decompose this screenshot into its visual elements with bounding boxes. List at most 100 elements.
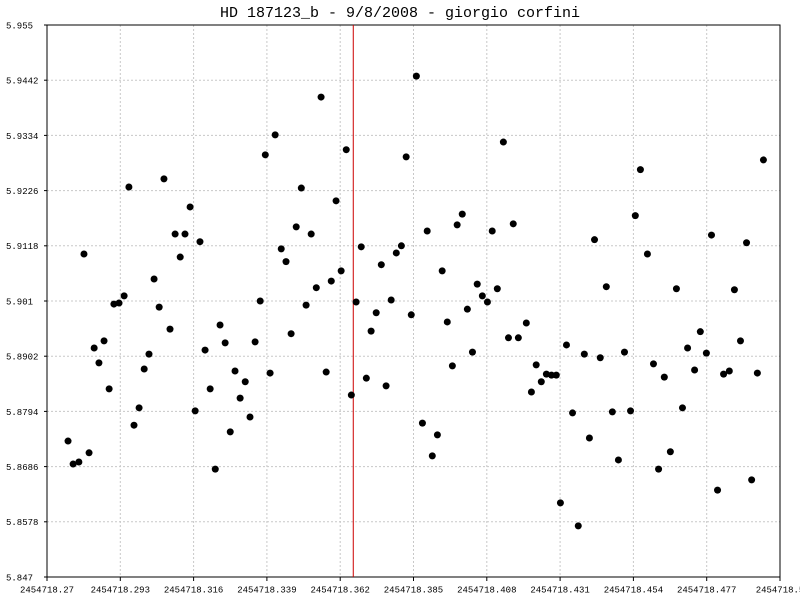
point <box>382 382 390 390</box>
point <box>649 360 657 368</box>
point <box>438 267 446 275</box>
point <box>591 236 599 244</box>
point <box>297 184 305 192</box>
point <box>130 421 138 429</box>
point <box>302 301 310 309</box>
point <box>443 318 451 326</box>
point <box>85 449 93 457</box>
point <box>64 437 72 445</box>
point <box>211 465 219 473</box>
point <box>145 350 153 358</box>
point <box>407 311 415 319</box>
point <box>423 227 431 235</box>
point <box>433 431 441 439</box>
point <box>463 305 471 313</box>
point <box>402 153 410 161</box>
point <box>537 378 545 386</box>
point <box>627 407 635 415</box>
point <box>620 348 628 356</box>
point <box>448 362 456 370</box>
point <box>196 238 204 246</box>
point <box>631 212 639 220</box>
point <box>696 328 704 336</box>
point <box>585 434 593 442</box>
point <box>736 337 744 345</box>
point <box>672 285 680 293</box>
y-tick-label: 5.8902 <box>6 353 38 363</box>
point <box>574 522 582 530</box>
point <box>246 413 254 421</box>
point <box>191 407 199 415</box>
point <box>206 385 214 393</box>
point <box>412 72 420 80</box>
point <box>691 366 699 374</box>
point <box>655 465 663 473</box>
point <box>171 230 179 238</box>
x-tick-label: 2454718.316 <box>164 585 223 595</box>
point <box>660 373 668 381</box>
point <box>643 250 651 258</box>
point <box>596 354 604 362</box>
point <box>702 349 710 357</box>
y-tick-label: 5.9226 <box>6 187 38 197</box>
point <box>251 338 259 346</box>
point <box>221 339 229 347</box>
point <box>160 175 168 183</box>
y-tick-label: 5.847 <box>6 573 33 583</box>
x-tick-label: 2454718.339 <box>237 585 296 595</box>
point <box>261 151 269 159</box>
point <box>562 341 570 349</box>
point <box>292 223 300 231</box>
point <box>105 385 113 393</box>
point <box>75 458 83 466</box>
point <box>312 284 320 292</box>
point <box>499 138 507 146</box>
point <box>522 319 530 327</box>
point <box>748 476 756 484</box>
point <box>347 391 355 399</box>
point <box>327 277 335 285</box>
y-tick-label: 5.9118 <box>6 242 38 252</box>
point <box>392 249 400 257</box>
point <box>488 227 496 235</box>
point <box>556 499 564 507</box>
point <box>666 448 674 456</box>
point <box>602 283 610 291</box>
point <box>473 280 481 288</box>
point <box>468 348 476 356</box>
point <box>759 156 767 164</box>
point <box>277 245 285 253</box>
point <box>332 197 340 205</box>
point <box>552 371 560 379</box>
point <box>317 93 325 101</box>
point <box>231 367 239 375</box>
point <box>614 456 622 464</box>
point <box>372 309 380 317</box>
point <box>176 253 184 261</box>
y-tick-label: 5.9442 <box>6 77 38 87</box>
x-tick-label: 2454718.293 <box>91 585 150 595</box>
point <box>357 243 365 251</box>
point <box>271 131 279 139</box>
point <box>743 239 751 247</box>
point <box>155 303 163 311</box>
y-tick-label: 5.901 <box>6 297 33 307</box>
point <box>509 220 517 228</box>
point <box>569 409 577 417</box>
point <box>397 242 405 250</box>
x-tick-label: 2454718.27 <box>20 585 74 595</box>
point <box>428 452 436 460</box>
point <box>135 404 143 412</box>
point <box>322 368 330 376</box>
point <box>684 344 692 352</box>
point <box>478 292 486 300</box>
point <box>580 350 588 358</box>
point <box>115 299 123 307</box>
x-tick-label: 2454718.431 <box>530 585 589 595</box>
point <box>186 203 194 211</box>
y-tick-label: 5.8686 <box>6 463 38 473</box>
y-tick-label: 5.8794 <box>6 408 38 418</box>
point <box>100 337 108 345</box>
point <box>166 325 174 333</box>
